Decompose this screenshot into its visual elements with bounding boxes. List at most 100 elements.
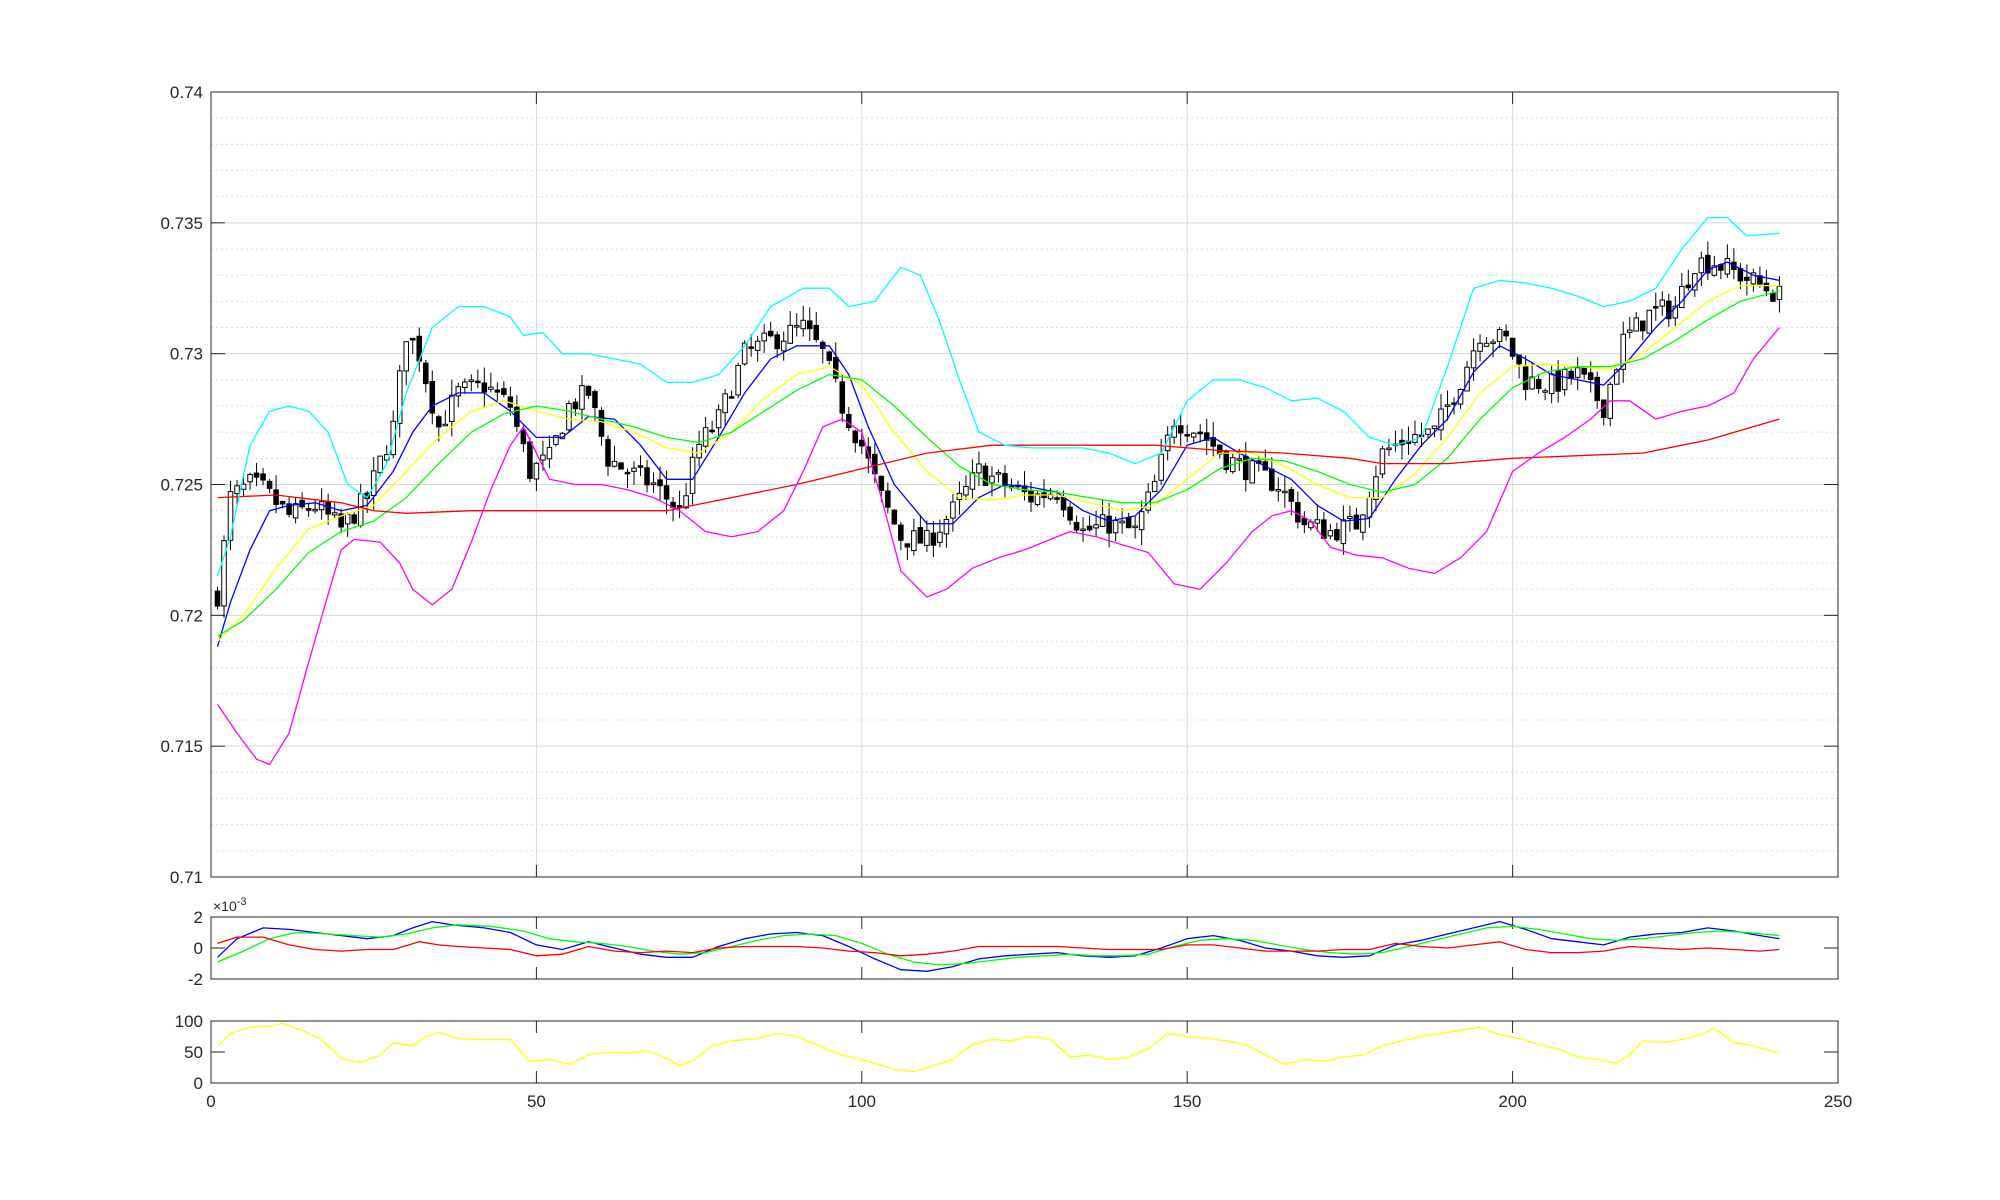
candle-body	[728, 396, 735, 399]
candle-body	[1522, 366, 1529, 391]
candle-body	[1327, 530, 1334, 537]
candle-body	[624, 471, 631, 475]
candle-body	[1639, 320, 1646, 332]
candle-body	[1158, 453, 1164, 481]
candle-body	[1132, 525, 1138, 529]
candle-body	[1503, 330, 1509, 337]
candle-body	[806, 320, 813, 330]
candle-body	[598, 409, 605, 437]
candle-body	[885, 490, 891, 508]
candle-body	[1177, 425, 1184, 434]
x-tick-label: 100	[848, 1092, 876, 1111]
candle-body	[1373, 476, 1379, 500]
candle-body	[1086, 525, 1093, 531]
candle-body	[1073, 521, 1080, 531]
candle-body	[917, 527, 924, 544]
price-panel: 0.71 0.715 0.72 0.725 0.73 0.735 0.74	[160, 83, 1839, 887]
candle-body	[1763, 282, 1770, 292]
candle-body	[1477, 342, 1483, 352]
candle-body	[1776, 285, 1783, 300]
y-tick-label: 0	[194, 939, 203, 958]
y-tick-label: 2	[194, 908, 203, 927]
indicator-line	[216, 327, 1780, 766]
candle-body	[514, 406, 520, 427]
candle-body	[637, 465, 644, 468]
candle-body	[1340, 519, 1347, 545]
candle-body	[1535, 379, 1542, 389]
x-tick-label: 200	[1498, 1092, 1526, 1111]
y-tick-label: 0.73	[170, 345, 203, 364]
y-tick-label: 0.72	[170, 606, 203, 625]
candle-body	[1034, 493, 1041, 506]
candle-body	[1711, 265, 1718, 276]
candle-body	[1724, 258, 1731, 275]
oscillator-line	[217, 936, 1780, 957]
candle-body	[1705, 254, 1711, 274]
x-tick-label: 250	[1824, 1092, 1852, 1111]
candle-body	[722, 393, 728, 414]
candle-body	[1151, 480, 1158, 493]
candle-body	[1574, 367, 1581, 378]
candle-body	[403, 341, 410, 372]
candle-body	[891, 509, 898, 525]
candle-body	[611, 460, 618, 467]
candle-body	[787, 324, 793, 344]
candle-body	[793, 325, 800, 328]
y-tick-label: 0.735	[160, 214, 203, 233]
candle-body	[898, 524, 904, 541]
candle-body	[689, 456, 696, 494]
candle-body	[1496, 329, 1503, 342]
candle-body	[657, 479, 663, 487]
candle-body	[1620, 333, 1627, 370]
candle-body	[540, 454, 546, 461]
candle-body	[1203, 432, 1210, 441]
candle-body	[735, 364, 741, 396]
candle-body	[494, 389, 501, 393]
candle-body	[579, 385, 585, 410]
candle-body	[754, 340, 761, 351]
candle-body	[429, 380, 436, 414]
candle-body	[924, 529, 930, 546]
candle-body	[260, 473, 266, 481]
candle-body	[292, 503, 299, 519]
y-tick-label: 0.715	[160, 737, 203, 756]
candle-body	[312, 508, 318, 512]
candle-body	[1744, 276, 1750, 281]
indicator-line	[216, 216, 1780, 577]
candle-body	[696, 443, 702, 459]
candle-body	[1679, 285, 1685, 308]
candle-body	[1568, 370, 1574, 379]
candle-body	[1138, 511, 1145, 531]
candle-body	[715, 409, 722, 429]
candle-body	[852, 430, 859, 444]
candle-body	[501, 388, 507, 395]
candle-body	[422, 362, 429, 385]
candle-body	[1685, 284, 1692, 289]
candle-body	[1080, 528, 1086, 532]
candle-body	[351, 514, 357, 524]
candle-body	[995, 472, 1002, 475]
candle-body	[331, 512, 338, 516]
x-tick-label: 150	[1173, 1092, 1201, 1111]
candle-body	[930, 532, 937, 546]
candle-body	[1666, 300, 1672, 320]
candle-body	[1672, 305, 1679, 319]
candle-body	[904, 543, 911, 548]
candle-body	[1626, 329, 1633, 333]
candle-body	[1386, 447, 1392, 451]
candle-body	[214, 590, 221, 607]
candle-body	[396, 370, 403, 424]
candle-body	[279, 501, 286, 505]
candle-body	[1002, 473, 1008, 486]
candle-body	[1379, 448, 1386, 475]
candle-body	[1529, 376, 1535, 390]
candle-body	[585, 385, 592, 396]
candle-body	[1483, 342, 1490, 347]
candle-body	[344, 513, 351, 525]
candle-body	[605, 439, 611, 467]
candle-body	[1581, 366, 1587, 375]
candle-body	[1295, 502, 1301, 523]
candle-body	[683, 495, 689, 509]
candle-body	[826, 351, 833, 361]
